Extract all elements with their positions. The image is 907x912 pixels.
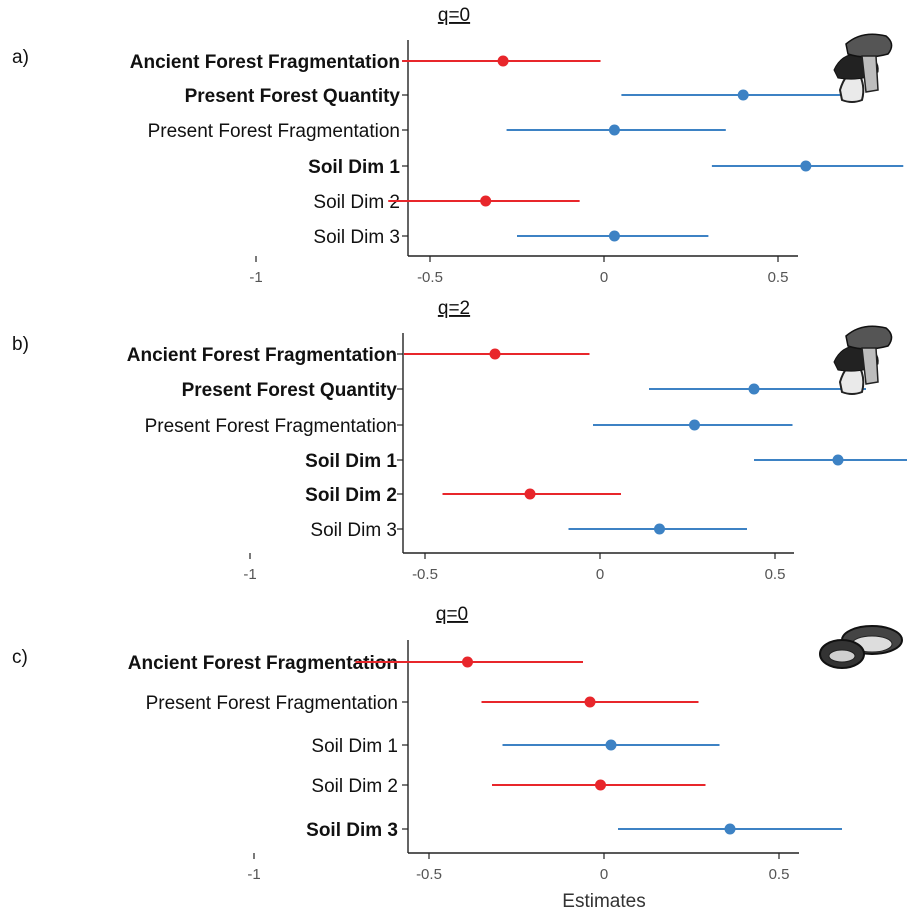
panel-c: c)q=0-1-0.500.51Ancient Forest Fragmenta… [12,604,903,912]
estimate-point [595,779,606,791]
mushroom-back-cap-icon [845,325,893,350]
x-tick-label: 0.5 [768,269,789,286]
row-label: Ancient Forest Fragmentation [130,52,400,73]
estimate-point [689,419,700,431]
x-axis-title: Estimates [562,891,645,912]
x-tick-label: 0.5 [765,566,786,583]
row-label: Present Forest Quantity [185,86,401,107]
estimate-point [832,454,844,466]
estimate-point [737,89,749,101]
panel-letter: a) [12,47,29,68]
estimate-point [462,656,473,668]
row-label: Soil Dim 3 [310,520,397,541]
x-tick-label: -0.5 [416,866,442,883]
panel-letter: c) [12,647,28,668]
bracket-fungus-icon [819,625,903,669]
estimate-point [497,55,509,67]
panel-letter: b) [12,334,29,355]
row-label: Soil Dim 1 [308,157,400,178]
mushroom-back-cap-icon [845,33,893,58]
panel-title: q=2 [438,298,470,319]
estimate-point [800,160,812,172]
mushroom-back-stem-icon [861,347,879,385]
row-label: Present Forest Fragmentation [148,121,400,142]
x-tick-label: 0 [600,866,608,883]
estimate-point [654,523,665,535]
mushroom-back-stem-icon [861,55,879,93]
x-tick-label: -1 [247,866,260,883]
row-label: Present Forest Quantity [182,380,398,401]
row-label: Ancient Forest Fragmentation [127,345,397,366]
row-label: Present Forest Fragmentation [146,693,398,714]
panel-title: q=0 [436,604,468,625]
row-label: Ancient Forest Fragmentation [128,653,398,674]
panel-b: b)q=2-1-0.500.51Ancient Forest Fragmenta… [12,298,907,583]
row-label: Soil Dim 2 [311,776,398,797]
panel-title: q=0 [438,5,470,26]
mushroom-icon [833,325,893,395]
estimate-point [608,230,620,242]
estimate-point [489,348,501,360]
estimate-point [480,195,492,207]
panel-a: a)q=0-1-0.500.51Ancient Forest Fragmenta… [12,5,904,286]
x-tick-label: -0.5 [417,269,443,286]
row-label: Soil Dim 3 [313,227,400,248]
row-label: Soil Dim 2 [313,192,400,213]
estimate-point [748,383,760,395]
x-tick-label: -0.5 [412,566,438,583]
estimate-point [605,739,617,751]
mushroom-icon [833,33,893,103]
x-tick-label: -1 [249,269,262,286]
x-tick-label: -1 [243,566,256,583]
estimate-point [584,696,596,708]
x-tick-label: 0 [596,566,604,583]
estimate-point [724,823,736,835]
bracket-lower-underside-icon [828,649,856,663]
x-tick-label: 0 [600,269,608,286]
estimate-point [608,124,620,136]
estimate-point [524,488,536,500]
row-label: Soil Dim 1 [305,451,397,472]
row-label: Soil Dim 3 [306,820,398,841]
row-label: Soil Dim 1 [311,736,398,757]
row-label: Soil Dim 2 [305,485,397,506]
row-label: Present Forest Fragmentation [145,416,397,437]
x-tick-label: 0.5 [769,866,790,883]
